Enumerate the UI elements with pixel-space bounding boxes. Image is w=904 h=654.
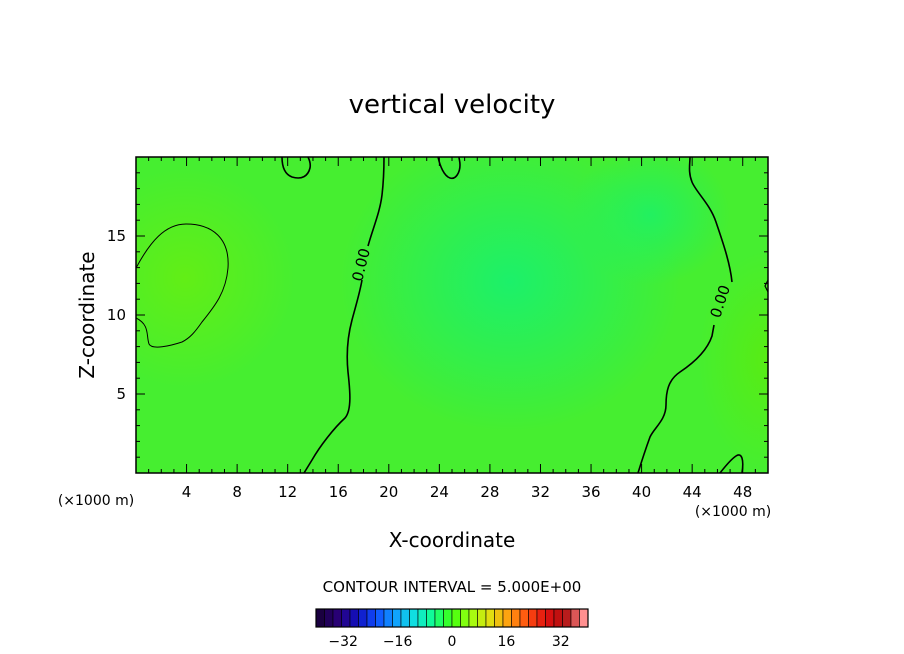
colorbar-swatch (400, 608, 410, 628)
colorbar-swatch (358, 608, 368, 628)
colorbar-swatch (468, 608, 478, 628)
contour-line-zero-right (637, 324, 715, 473)
contour-line-zero-left-upper (367, 157, 385, 247)
colorbar-swatch (519, 608, 529, 628)
x-tick-label: 16 (329, 483, 348, 501)
colorbar (315, 608, 589, 628)
colorbar-swatch (375, 608, 385, 628)
x-tick-label: 24 (430, 483, 449, 501)
colorbar-tick-label: −32 (328, 634, 358, 650)
x-tick-label: 4 (182, 483, 192, 501)
colorbar-swatch (528, 608, 538, 628)
contour-line-zero-top-loop-2 (437, 157, 461, 180)
colorbar-tick-label: 16 (497, 634, 515, 650)
contour-line-zero-top-loop (281, 157, 312, 179)
colorbar-swatch (349, 608, 359, 628)
x-tick-label: 28 (480, 483, 499, 501)
x-unit-right: (×1000 m) (695, 504, 771, 520)
colorbar-swatch (485, 608, 495, 628)
y-tick-labels: 5 10 15 (107, 227, 126, 403)
x-tick-label: 40 (632, 483, 651, 501)
heatmap-field: 0.00 0.00 (136, 157, 768, 473)
colorbar-swatch (460, 608, 470, 628)
contour-line-zero-right-edge (764, 279, 768, 293)
contour-line-thin (136, 223, 229, 348)
contour-line-zero-left (303, 279, 363, 473)
colorbar-swatch (392, 608, 402, 628)
colorbar-tick-label: 0 (448, 634, 457, 650)
colorbar-swatch (324, 608, 334, 628)
chart-title: vertical velocity (349, 90, 556, 120)
colorbar-swatch (409, 608, 419, 628)
colorbar-swatch (494, 608, 504, 628)
x-unit-left: (×1000 m) (58, 493, 134, 509)
colorbar-swatch (536, 608, 546, 628)
colorbar-swatch (502, 608, 512, 628)
contour-line-zero-bottom-loop (719, 454, 744, 473)
x-tick-label: 12 (278, 483, 297, 501)
x-tick-labels: 4 8 12 16 20 24 28 32 36 40 44 48 (182, 483, 752, 501)
axis-ticks (136, 157, 768, 473)
y-tick-label: 5 (116, 385, 126, 403)
colorbar-swatch (579, 608, 589, 628)
colorbar-swatch (511, 608, 521, 628)
colorbar-swatch (553, 608, 563, 628)
contour-line-zero-right-upper (688, 157, 733, 283)
colorbar-swatch (451, 608, 461, 628)
x-tick-label: 20 (379, 483, 398, 501)
colorbar-swatch (570, 608, 580, 628)
y-tick-label: 10 (107, 306, 126, 324)
colorbar-swatch (417, 608, 427, 628)
field-high-region (136, 168, 295, 388)
colorbar-swatch (366, 608, 376, 628)
colorbar-swatch (562, 608, 572, 628)
colorbar-tick-labels: −32 −16 0 16 32 (328, 634, 569, 650)
x-tick-label: 44 (683, 483, 702, 501)
colorbar-frame (315, 608, 589, 628)
colorbar-swatch (434, 608, 444, 628)
x-tick-label: 8 (232, 483, 242, 501)
x-axis-label: X-coordinate (389, 528, 516, 552)
field-low-region-upper (570, 157, 730, 285)
y-axis-label: Z-coordinate (75, 251, 99, 378)
colorbar-swatch (332, 608, 342, 628)
colorbar-swatch (341, 608, 351, 628)
x-tick-label: 36 (581, 483, 600, 501)
colorbar-tick-label: −16 (383, 634, 413, 650)
colorbar-swatch (545, 608, 555, 628)
field-high-region-right (698, 250, 768, 470)
x-tick-label: 32 (531, 483, 550, 501)
colorbar-swatch (383, 608, 393, 628)
y-tick-label: 15 (107, 227, 126, 245)
colorbar-swatch (477, 608, 487, 628)
colorbar-swatch (426, 608, 436, 628)
contour-interval-text: CONTOUR INTERVAL = 5.000E+00 (323, 578, 582, 596)
colorbar-tick-label: 32 (552, 634, 570, 650)
x-tick-label: 48 (733, 483, 752, 501)
colorbar-swatch (443, 608, 453, 628)
colorbar-swatch (315, 608, 325, 628)
